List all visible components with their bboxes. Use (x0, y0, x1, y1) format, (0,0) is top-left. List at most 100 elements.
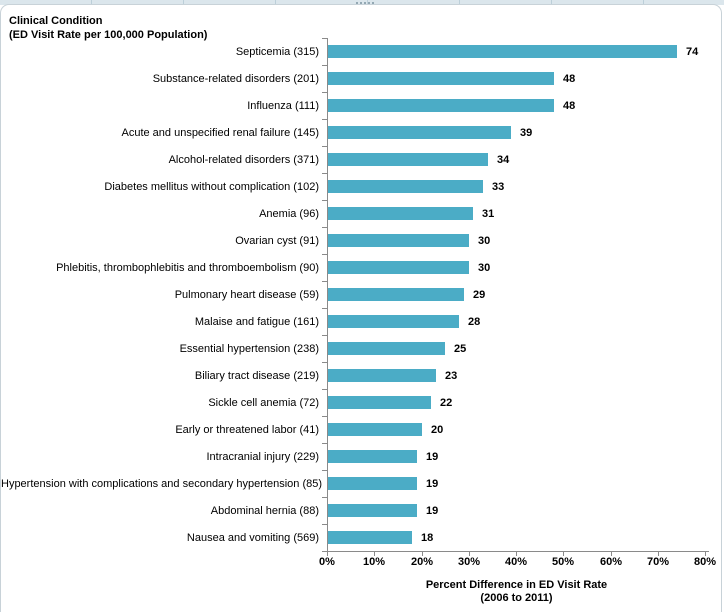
category-label: Acute and unspecified renal failure (145… (121, 126, 319, 139)
bar (327, 126, 511, 139)
bar (327, 45, 677, 58)
x-axis-tick-label: 60% (599, 556, 623, 568)
bar (327, 504, 417, 517)
bar-row: Diabetes mellitus without complication (… (1, 173, 724, 200)
y-axis-tick (322, 92, 327, 93)
y-axis-tick (322, 362, 327, 363)
bar-row: Ovarian cyst (91) 30 (1, 227, 724, 254)
category-label: Malaise and fatigue (161) (194, 315, 319, 328)
category-label: Phlebitis, thrombophlebitis and thromboe… (56, 261, 319, 274)
y-axis-tick (322, 146, 327, 147)
category-label: Essential hypertension (238) (179, 342, 319, 355)
y-axis-tick (322, 38, 327, 39)
bar (327, 477, 417, 490)
bar-row: Early or threatened labor (41) 20 (1, 416, 724, 443)
chart-title: Clinical Condition (ED Visit Rate per 10… (9, 14, 207, 42)
y-axis-tick (322, 551, 327, 552)
category-label: Intracranial injury (229) (206, 450, 320, 463)
value-label: 33 (492, 180, 505, 193)
bar-zone: 48 (327, 99, 724, 112)
x-axis-tick (563, 551, 564, 556)
value-label: 19 (426, 477, 439, 490)
category-label: Substance-related disorders (201) (152, 72, 319, 85)
value-label: 19 (426, 504, 439, 517)
bar-zone: 28 (327, 315, 724, 328)
y-axis-tick (322, 281, 327, 282)
bar-zone: 19 (327, 450, 724, 463)
value-label: 39 (520, 126, 533, 139)
x-axis-tick-label: 20% (410, 556, 434, 568)
chart-title-line1: Clinical Condition (9, 15, 103, 27)
y-axis-tick (322, 254, 327, 255)
x-axis-tick-label: 0% (319, 556, 335, 568)
x-axis-tick-label: 70% (646, 556, 670, 568)
value-label: 25 (454, 342, 467, 355)
chart-object: Clinical Condition (ED Visit Rate per 10… (0, 4, 722, 612)
bar-zone: 34 (327, 153, 724, 166)
category-label: Ovarian cyst (91) (235, 234, 319, 247)
x-axis-tick (422, 551, 423, 556)
bar (327, 207, 473, 220)
bar-row: Abdominal hernia (88) 19 (1, 497, 724, 524)
bar (327, 234, 469, 247)
x-axis-title-line2: (2006 to 2011) (480, 592, 553, 604)
x-axis-tick (658, 551, 659, 556)
bar (327, 423, 422, 436)
x-axis-title-line1: Percent Difference in ED Visit Rate (425, 579, 608, 591)
x-axis-tick-label: 80% (693, 556, 717, 568)
y-axis-tick (322, 524, 327, 525)
bar-zone: 31 (327, 207, 724, 220)
value-label: 31 (482, 207, 495, 220)
bar (327, 72, 554, 85)
bar-zone: 22 (327, 396, 724, 409)
bar-zone: 74 (327, 45, 724, 58)
bar-row: Biliary tract disease (219) 23 (1, 362, 724, 389)
y-axis-tick (322, 308, 327, 309)
bar-row: Alcohol-related disorders (371) 34 (1, 146, 724, 173)
bar-row: Substance-related disorders (201) 48 (1, 65, 724, 92)
value-label: 28 (468, 315, 481, 328)
bar (327, 315, 459, 328)
bar-row: Acute and unspecified renal failure (145… (1, 119, 724, 146)
bar-zone: 20 (327, 423, 724, 436)
bar-zone: 19 (327, 504, 724, 517)
category-label: Sickle cell anemia (72) (208, 396, 319, 409)
value-label: 19 (426, 450, 439, 463)
bar (327, 369, 436, 382)
x-axis-tick (705, 551, 706, 556)
bar-row: Malaise and fatigue (161) 28 (1, 308, 724, 335)
x-axis-tick-label: 40% (504, 556, 528, 568)
value-label: 30 (478, 261, 491, 274)
x-axis-tick-label: 50% (551, 556, 575, 568)
y-axis-tick (322, 497, 327, 498)
bar-zone: 33 (327, 180, 724, 193)
x-axis-tick-label: 10% (362, 556, 386, 568)
bar (327, 342, 445, 355)
x-axis-tick (469, 551, 470, 556)
bar-row: Influenza (111) 48 (1, 92, 724, 119)
y-axis-tick (322, 227, 327, 228)
value-label: 48 (563, 72, 576, 85)
chart-resize-handle[interactable] (352, 1, 378, 4)
bar-zone: 30 (327, 234, 724, 247)
category-label: Early or threatened labor (41) (175, 423, 319, 436)
y-axis-tick (322, 119, 327, 120)
y-axis-tick (322, 65, 327, 66)
bar-zone: 19 (327, 477, 724, 490)
bar-zone: 39 (327, 126, 724, 139)
bar-row: Septicemia (315) 74 (1, 38, 724, 65)
bar (327, 261, 469, 274)
bar-zone: 18 (327, 531, 724, 544)
bar-zone: 48 (327, 72, 724, 85)
x-axis-title: Percent Difference in ED Visit Rate (200… (327, 579, 706, 605)
value-label: 74 (686, 45, 699, 58)
y-axis-tick (322, 335, 327, 336)
value-label: 20 (431, 423, 444, 436)
bar (327, 180, 483, 193)
value-label: 48 (563, 99, 576, 112)
bar-row: Hypertension with complications and seco… (1, 470, 724, 497)
category-label: Influenza (111) (247, 99, 319, 112)
category-label: Pulmonary heart disease (59) (174, 288, 319, 301)
bar-rows: Septicemia (315) 74 Substance-related diso… (1, 38, 724, 551)
